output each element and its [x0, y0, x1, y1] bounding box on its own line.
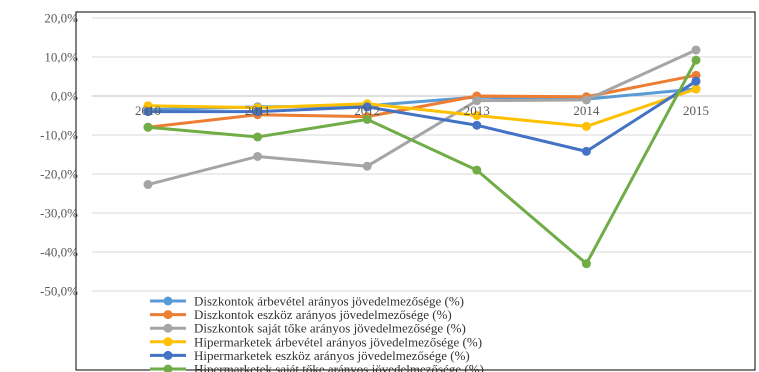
legend-label: Diszkontok árbevétel arányos jövedelmező…: [194, 294, 464, 309]
y-tick-label: -50,0%: [40, 284, 78, 299]
x-tick-label: 2010: [135, 103, 161, 118]
x-tick-label: 2014: [573, 103, 600, 118]
legend-marker: [163, 364, 173, 372]
legend: Diszkontok árbevétel arányos jövedelmező…: [150, 294, 484, 372]
y-tick-label: 0,0%: [51, 89, 78, 104]
x-tick-label: 2011: [245, 103, 271, 118]
gridlines: [92, 17, 752, 292]
data-point: [253, 107, 263, 117]
legend-label: Hipermarketek eszköz arányos jövedelmező…: [194, 348, 470, 363]
data-point: [253, 132, 263, 142]
legend-marker: [163, 337, 173, 347]
data-point: [362, 102, 372, 112]
legend-marker: [163, 323, 173, 333]
data-point: [581, 95, 591, 105]
series-line: [146, 79, 698, 153]
data-point: [691, 76, 701, 86]
legend-marker: [163, 310, 173, 320]
data-point: [143, 107, 153, 117]
y-tick-label: -20,0%: [40, 167, 78, 182]
data-point: [691, 84, 701, 94]
x-tick-label: 2013: [464, 103, 490, 118]
x-axis-tick-labels: 2010 2011 2012 2013 2014 2015: [135, 103, 709, 118]
y-tick-label: -10,0%: [40, 128, 78, 143]
y-tick-label: -40,0%: [40, 245, 78, 260]
data-point: [581, 146, 591, 156]
data-point: [472, 111, 482, 120]
series-line: [146, 48, 698, 187]
y-tick-label: -30,0%: [40, 206, 78, 221]
chart-frame: [75, 11, 756, 371]
data-point: [472, 120, 482, 130]
legend-label: Diszkontok saját tőke arányos jövedelmez…: [194, 321, 466, 336]
data-point: [581, 121, 591, 131]
data-series: [143, 45, 701, 269]
data-point: [472, 96, 482, 106]
data-point: [362, 114, 372, 124]
data-point: [362, 161, 372, 171]
y-axis-tick-labels: 20,0% 10,0% 0,0% -10,0% -20,0% -30,0% -40,0% -5…: [40, 11, 78, 299]
y-tick-label: 20,0%: [44, 11, 78, 26]
legend-marker: [163, 350, 173, 360]
series-line: [146, 58, 698, 266]
y-tick-label: 10,0%: [44, 50, 78, 65]
data-point: [143, 122, 153, 132]
series-line: [146, 87, 698, 128]
data-point: [581, 259, 591, 269]
data-point: [691, 55, 701, 65]
legend-label: Hipermarketek árbevétel arányos jövedelm…: [194, 334, 482, 349]
legend-marker: [163, 296, 173, 306]
data-point: [472, 165, 482, 175]
data-point: [253, 151, 263, 161]
data-point: [691, 45, 701, 55]
data-point: [143, 180, 153, 190]
x-tick-label: 2012: [354, 103, 380, 118]
x-tick-label: 2015: [683, 103, 709, 118]
legend-label: Hipermarketek saját tőke arányos jövedel…: [194, 362, 484, 372]
legend-label: Diszkontok eszköz arányos jövedelmezőség…: [194, 307, 452, 322]
